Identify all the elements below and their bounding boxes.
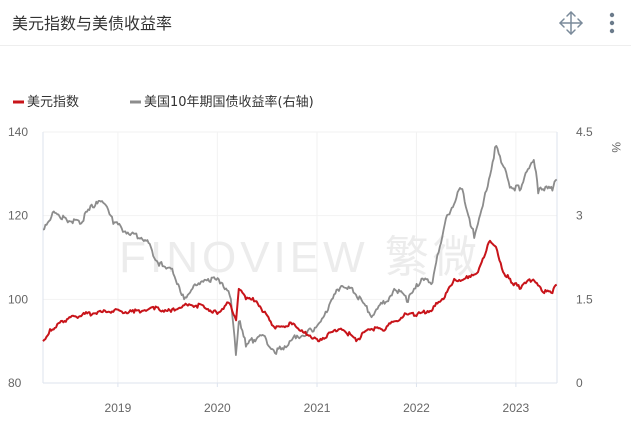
series-line-us10y bbox=[42, 145, 558, 356]
legend-label: 美国10年期国债收益率(右轴) bbox=[144, 94, 314, 110]
y-right-tick-label: 4.5 bbox=[576, 125, 593, 139]
x-tick-label: 2019 bbox=[105, 401, 132, 415]
y-right-unit: % bbox=[609, 142, 623, 153]
y-right-tick-label: 0 bbox=[576, 376, 583, 390]
more-vertical-icon[interactable] bbox=[602, 10, 622, 36]
panel-header: 美元指数与美债收益率 bbox=[0, 0, 631, 46]
dollar-yield-chart: FINOVIEW 繁微 80 100 120 140 0 1.5 3 4.5% 2019 2020… bbox=[8, 94, 623, 415]
y-right-tick-label: 1.5 bbox=[576, 292, 593, 306]
x-tick-label: 2022 bbox=[403, 401, 430, 415]
chart-legend[interactable]: 美元指数 美国10年期国债收益率(右轴) bbox=[13, 94, 314, 110]
chart-axes: 80 100 120 140 0 1.5 3 4.5% 2019 2020 2021 2022 2023 bbox=[8, 125, 623, 415]
x-tick-label: 2020 bbox=[204, 401, 231, 415]
series-line-dollar-index bbox=[42, 239, 558, 343]
finoview-watermark: FINOVIEW 繁微 bbox=[119, 233, 481, 282]
y-left-tick-label: 100 bbox=[8, 292, 28, 306]
series-layer bbox=[42, 145, 558, 356]
legend-label: 美元指数 bbox=[27, 95, 79, 110]
panel-title: 美元指数与美债收益率 bbox=[12, 14, 173, 33]
move-icon[interactable] bbox=[558, 10, 584, 36]
y-left-tick-label: 80 bbox=[8, 376, 22, 390]
y-right-tick-label: 3 bbox=[576, 209, 583, 223]
y-left-tick-label: 120 bbox=[8, 209, 28, 223]
legend-item-us10y[interactable]: 美国10年期国债收益率(右轴) bbox=[130, 94, 314, 110]
legend-item-dollar-index[interactable]: 美元指数 bbox=[13, 95, 79, 110]
y-left-tick-label: 140 bbox=[8, 125, 28, 139]
x-tick-label: 2023 bbox=[503, 401, 530, 415]
x-tick-label: 2021 bbox=[304, 401, 331, 415]
